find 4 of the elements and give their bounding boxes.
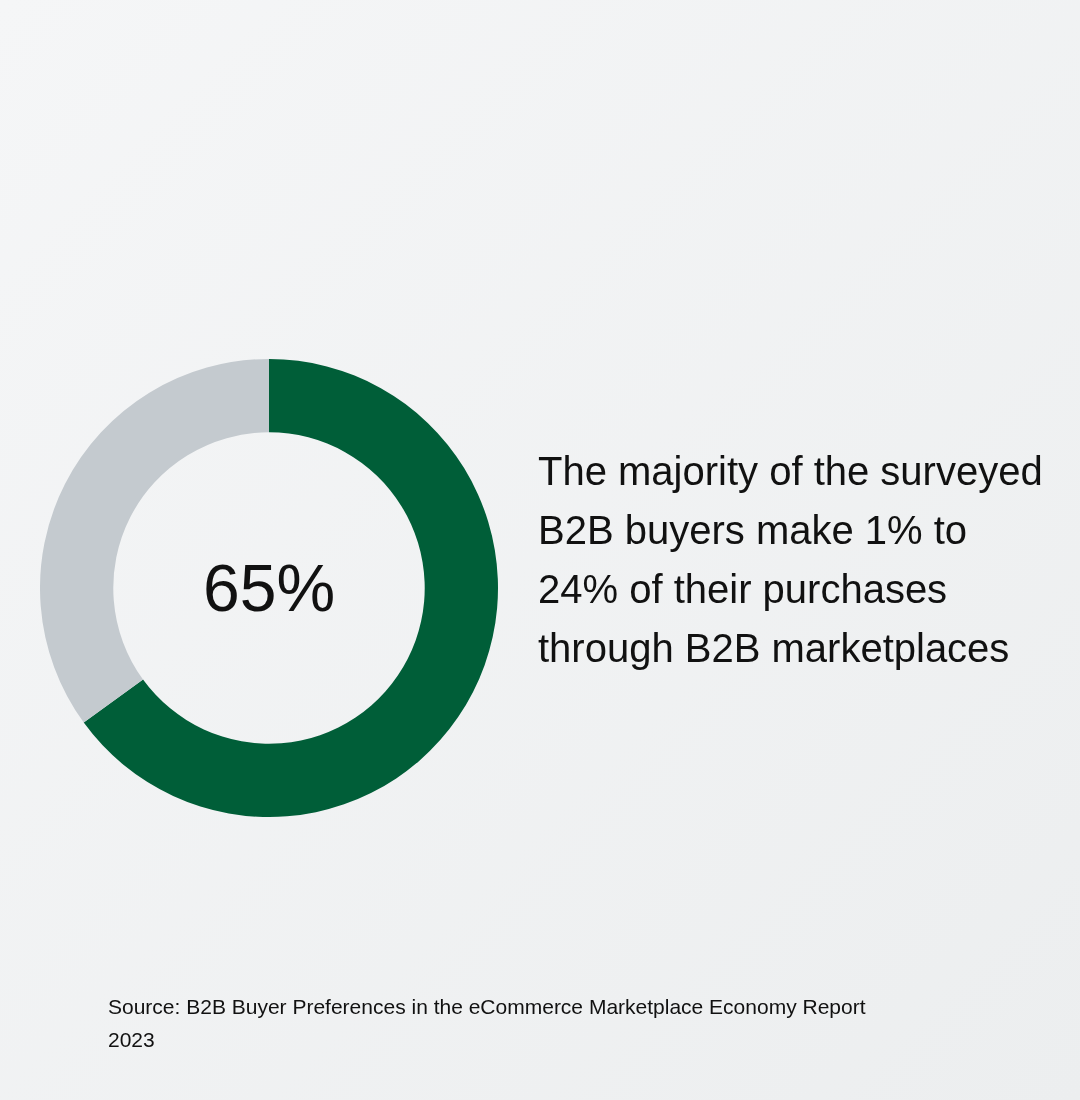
text: The majority of the surveyed B2B buyers make 1% to 24% of their purchases through B2B marketplaces	[538, 448, 1044, 672]
data-label: 65%	[203, 551, 336, 625]
source-note: Source: B2B Buyer Preferences in the eCommerce Marketplace Economy Report 2023	[108, 994, 867, 1053]
donut-slice	[83, 359, 498, 817]
